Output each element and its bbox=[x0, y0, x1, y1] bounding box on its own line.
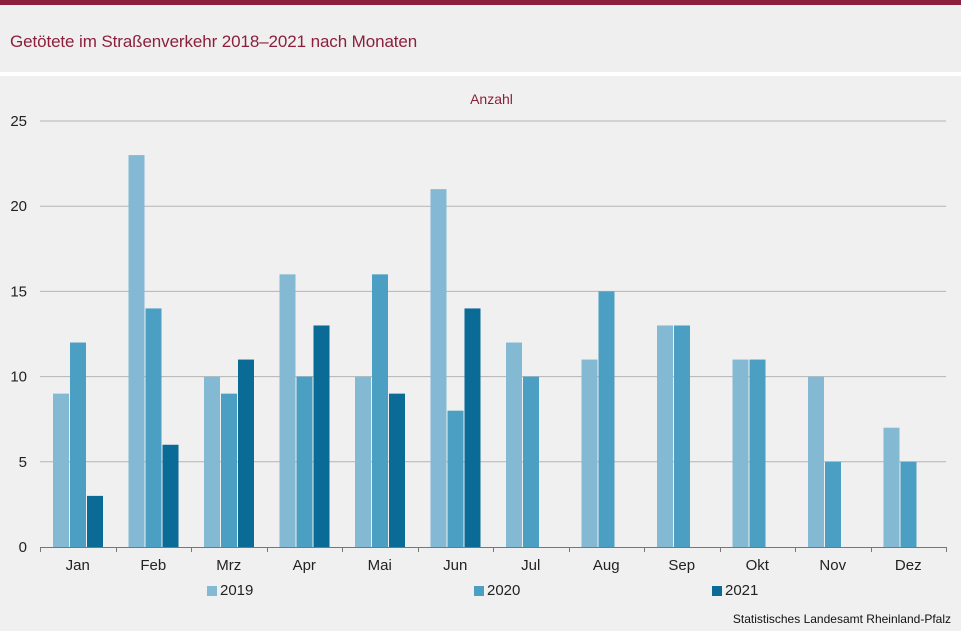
bar bbox=[581, 359, 598, 547]
bar bbox=[464, 308, 481, 547]
x-tick-label: Feb bbox=[140, 557, 166, 574]
y-axis-unit-label: Anzahl bbox=[470, 91, 513, 107]
y-tick-label: 15 bbox=[10, 283, 27, 300]
source-note: Statistisches Landesamt Rheinland-Pfalz bbox=[732, 612, 951, 626]
bar bbox=[279, 274, 296, 547]
x-tick-label: Jul bbox=[521, 557, 540, 574]
legend-item: 2021 bbox=[712, 582, 758, 599]
y-tick-label: 10 bbox=[10, 369, 27, 386]
y-tick-label: 5 bbox=[19, 454, 27, 471]
y-tick-label: 25 bbox=[10, 113, 27, 130]
bar bbox=[883, 427, 900, 547]
legend-swatch bbox=[712, 585, 722, 596]
header-separator bbox=[0, 72, 961, 76]
bar bbox=[808, 376, 824, 547]
bar bbox=[313, 325, 330, 547]
legend-label: 2019 bbox=[220, 582, 254, 599]
chart-title: Getötete im Straßenverkehr 2018–2021 nac… bbox=[10, 32, 418, 51]
x-tick-label: Nov bbox=[819, 557, 846, 574]
x-tick-label: Jun bbox=[443, 557, 467, 574]
x-tick-label: Mrz bbox=[216, 557, 241, 574]
bar bbox=[523, 376, 539, 547]
x-tick-label: Sep bbox=[668, 557, 695, 574]
bar bbox=[204, 376, 220, 547]
bar bbox=[900, 461, 917, 547]
x-tick-label: Aug bbox=[593, 557, 620, 574]
bar bbox=[674, 325, 690, 547]
bar bbox=[296, 376, 313, 547]
legend-swatch bbox=[474, 585, 484, 596]
top-accent-rule bbox=[0, 0, 961, 5]
bar bbox=[372, 274, 388, 547]
bar bbox=[389, 393, 405, 547]
legend-swatch bbox=[207, 585, 217, 596]
x-tick-label: Dez bbox=[895, 557, 922, 574]
bar bbox=[128, 155, 145, 547]
legend-item: 2019 bbox=[207, 582, 253, 599]
x-tick-label: Mai bbox=[368, 557, 392, 574]
title-bar: Getötete im Straßenverkehr 2018–2021 nac… bbox=[0, 5, 961, 72]
legend-item: 2020 bbox=[474, 582, 520, 599]
bar bbox=[87, 495, 103, 547]
chart-legend: 2019 2020 2021 bbox=[0, 582, 961, 602]
legend-label: 2020 bbox=[487, 582, 521, 599]
bar bbox=[749, 359, 766, 547]
y-tick-label: 20 bbox=[10, 198, 27, 215]
bar bbox=[657, 325, 673, 547]
x-tick-label: Okt bbox=[746, 557, 770, 574]
bar bbox=[825, 461, 841, 547]
bar bbox=[506, 342, 522, 547]
bar bbox=[70, 342, 86, 547]
bar bbox=[447, 410, 464, 547]
bar bbox=[598, 291, 615, 547]
y-tick-label: 0 bbox=[19, 539, 27, 556]
bar bbox=[53, 393, 69, 547]
bar bbox=[355, 376, 371, 547]
x-tick-label: Apr bbox=[293, 557, 316, 574]
x-tick-label: Jan bbox=[66, 557, 90, 574]
legend-label: 2021 bbox=[725, 582, 759, 599]
bar bbox=[238, 359, 254, 547]
bar bbox=[430, 189, 447, 547]
bar bbox=[221, 393, 237, 547]
bar bbox=[732, 359, 749, 547]
bar bbox=[145, 308, 162, 547]
bar bbox=[162, 444, 179, 547]
